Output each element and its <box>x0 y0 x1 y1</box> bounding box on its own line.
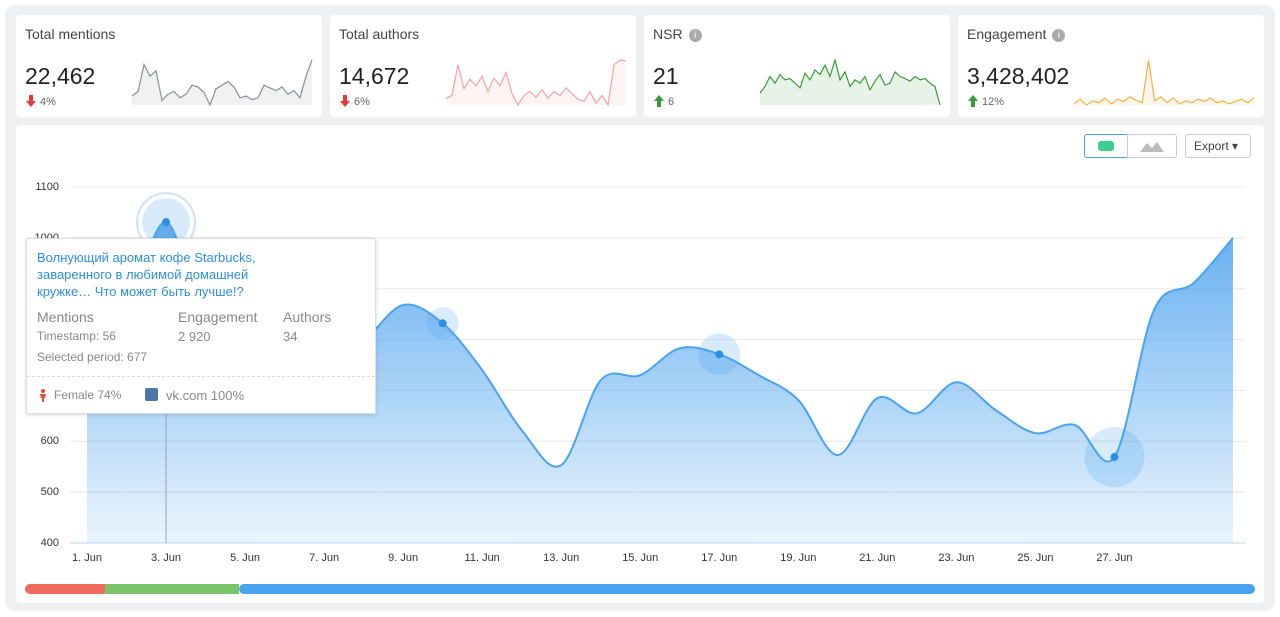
tooltip-label: Mentions <box>37 309 94 325</box>
highlight-point <box>162 218 171 227</box>
sparkline-area <box>446 60 626 105</box>
arrow-shape <box>340 95 350 107</box>
arrow-shape <box>968 95 978 107</box>
x-tick-label: 23. Jun <box>938 552 974 564</box>
arrow-shape <box>654 95 664 107</box>
icon <box>1098 141 1114 151</box>
icon <box>1140 142 1164 152</box>
area-view-toggle[interactable] <box>1127 134 1177 158</box>
x-tick-label: 21. Jun <box>859 552 895 564</box>
tooltip-value: Selected period: 677 <box>37 350 148 364</box>
trend-arrow <box>654 95 664 107</box>
sparkline-line <box>759 57 941 106</box>
timeline-neutral <box>105 584 239 594</box>
highlight-point <box>438 319 447 328</box>
info-icon: i <box>688 29 702 42</box>
trend-arrow <box>26 95 36 107</box>
y-tick-label: 500 <box>41 486 59 498</box>
kpi-label: Total authors <box>339 26 420 42</box>
tooltip-value: 34 <box>283 329 298 344</box>
kpi-change: 12% <box>982 96 1005 108</box>
bar-view-toggle[interactable] <box>1084 134 1128 158</box>
kpi-value: 14,672 <box>339 63 410 89</box>
sparkline <box>445 59 627 107</box>
x-tick-label: 19. Jun <box>780 552 816 564</box>
kpi-change: 6 <box>668 96 675 108</box>
x-tick-label: 25. Jun <box>1017 552 1053 564</box>
x-tick-label: 15. Jun <box>622 552 658 564</box>
x-tick-label: 9. Jun <box>388 552 418 564</box>
female-icon <box>40 389 46 402</box>
sparkline <box>759 57 941 106</box>
kpi-change: 6% <box>354 96 370 108</box>
kpi-card: Total mentions 22,462 4% <box>16 15 322 117</box>
sparkline-area <box>760 60 940 105</box>
x-tick-label: 7. Jun <box>309 552 339 564</box>
kpi-card: Engagement i 3,428,402 12% <box>958 15 1264 117</box>
kpi-card: Total authors 14,672 6% <box>330 15 636 117</box>
tooltip-value: 2 920 <box>178 329 211 344</box>
vk-icon <box>145 388 158 401</box>
x-tick-label: 5. Jun <box>230 552 260 564</box>
timeline-negative <box>25 584 109 594</box>
export-label: Export <box>1194 139 1229 153</box>
kpi-card: NSR i 21 6 <box>644 15 950 117</box>
highlight-point <box>715 350 724 359</box>
x-tick-label: 11. Jun <box>465 552 500 564</box>
kpi-value: 22,462 <box>25 63 96 89</box>
sparkline-area <box>132 60 312 105</box>
x-tick-label: 13. Jun <box>543 552 579 564</box>
tooltip-title[interactable]: Волнующий аромат кофе Starbucks, заварен… <box>37 250 256 299</box>
y-tick-label: 600 <box>41 435 59 447</box>
sparkline-line <box>131 59 313 107</box>
export-button[interactable]: Export ▾ <box>1185 134 1251 158</box>
kpi-label: NSR i <box>653 26 702 42</box>
divider <box>27 376 375 377</box>
trend-arrow <box>340 95 350 107</box>
timeline-positive <box>239 584 1255 594</box>
tooltip-value: Timestamp: 56 <box>37 329 116 343</box>
area-fill <box>87 222 1233 543</box>
y-tick-label: 1100 <box>35 181 59 193</box>
tooltip: Волнующий аромат кофе Starbucks, заварен… <box>26 238 376 414</box>
x-tick-label: 3. Jun <box>151 552 181 564</box>
kpi-change: 4% <box>40 96 56 108</box>
x-tick-label: 27. Jun <box>1096 552 1132 564</box>
info-icon: i <box>1052 29 1066 42</box>
trend-arrow <box>968 95 978 107</box>
y-tick-label: 400 <box>41 537 59 549</box>
tooltip-gender: Female 74% <box>54 388 122 402</box>
x-tick-label: 17. Jun <box>701 552 737 564</box>
sparkline <box>131 59 313 107</box>
x-tick-label: 1. Jun <box>72 552 102 564</box>
sparkline <box>1073 59 1255 106</box>
tooltip-label: Engagement <box>178 309 258 325</box>
kpi-label: Total mentions <box>25 26 116 42</box>
kpi-label: Engagement i <box>967 26 1066 42</box>
highlight-point <box>1110 453 1119 462</box>
kpi-value: 3,428,402 <box>967 63 1070 89</box>
sparkline-line <box>445 59 627 107</box>
tooltip-source: vk.com 100% <box>166 388 245 403</box>
sparkline-line <box>1073 59 1255 106</box>
kpi-value: 21 <box>653 63 679 89</box>
tooltip-label: Authors <box>283 309 332 325</box>
arrow-shape <box>26 95 36 107</box>
